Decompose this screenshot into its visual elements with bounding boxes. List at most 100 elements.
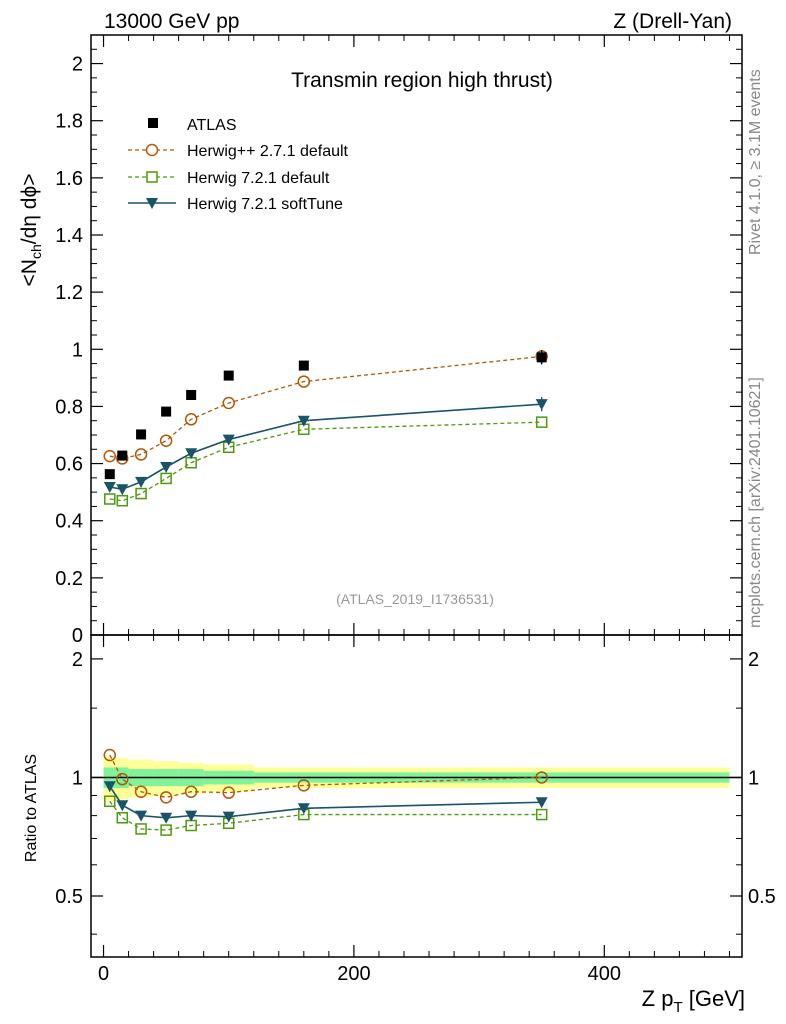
main-point-softtune-7 xyxy=(535,399,548,411)
ratio-point-herwig721-3 xyxy=(160,824,172,836)
ratio-y-axis-title: Ratio to ATLAS xyxy=(23,754,40,862)
main-point-softtune-0 xyxy=(103,482,116,493)
ratio-point-herwig721-7 xyxy=(535,808,548,821)
main-point-herwigpp-6 xyxy=(297,375,311,388)
header-left: 13000 GeV pp xyxy=(104,10,239,33)
main-point-herwig721-0 xyxy=(104,493,116,505)
ratio-point-herwig721-4 xyxy=(185,819,197,832)
ratio-point-herwigpp-7 xyxy=(535,771,548,784)
ratio-point-softtune-2 xyxy=(135,810,148,822)
main-point-herwig721-2 xyxy=(135,487,147,500)
main-point-softtune-4 xyxy=(185,448,198,460)
legend-marker-softtune xyxy=(146,198,158,209)
ratio-point-herwigpp-2 xyxy=(134,785,148,798)
main-point-atlas-1 xyxy=(117,450,128,461)
main-point-herwig721-1 xyxy=(116,494,129,507)
x-tick-label-1: 200 xyxy=(337,963,370,985)
ratio-point-softtune-3 xyxy=(160,812,173,824)
ratio-point-softtune-7 xyxy=(535,797,548,809)
ratio-point-softtune-5 xyxy=(222,811,235,823)
main-point-herwigpp-2 xyxy=(134,448,148,461)
ratio-point-herwigpp-5 xyxy=(222,786,235,799)
y-tick-label-9: 1.8 xyxy=(55,111,83,133)
legend-marker-herwigpp xyxy=(145,143,159,157)
x-tick-label-0: 0 xyxy=(98,963,109,985)
y-tick-label-4: 0.8 xyxy=(55,396,83,418)
ratio-point-softtune-0 xyxy=(103,781,116,793)
y-tick-label-6: 1.2 xyxy=(55,282,83,304)
legend-label-herwig721: Herwig 7.2.1 default xyxy=(187,170,330,187)
main-point-herwig721-7 xyxy=(535,416,548,428)
main-line-herwig721 xyxy=(109,421,542,502)
y-tick-label-10: 2 xyxy=(72,54,83,76)
y-tick-label-2: 0.4 xyxy=(55,511,83,533)
ratio-point-herwig721-1 xyxy=(116,812,129,824)
main-point-atlas-3 xyxy=(161,406,172,417)
main-point-atlas-4 xyxy=(186,390,197,400)
main-point-herwigpp-4 xyxy=(184,413,198,426)
ratio-point-herwigpp-0 xyxy=(103,748,117,762)
ratio-tick-label-right-0: 0.5 xyxy=(748,886,776,908)
main-point-atlas-2 xyxy=(136,429,147,440)
main-point-herwigpp-3 xyxy=(159,434,173,447)
ratio-tick-label-right-2: 2 xyxy=(748,649,759,671)
main-line-herwigpp xyxy=(109,355,542,460)
y-tick-label-5: 1 xyxy=(72,339,83,361)
legend-marker-herwig721 xyxy=(146,171,158,183)
x-tick-label-2: 400 xyxy=(588,963,621,985)
main-point-softtune-1 xyxy=(116,484,129,496)
legend-label-atlas: ATLAS xyxy=(187,117,237,134)
x-axis-title: Z pT [GeV] xyxy=(642,986,745,1016)
legend-label-softtune: Herwig 7.2.1 softTune xyxy=(187,196,343,213)
legend: ATLAS Herwig++ 2.7.1 default Herwig 7.2.… xyxy=(128,117,349,213)
legend-entry-herwig721: Herwig 7.2.1 default xyxy=(128,170,330,187)
y-axis-title: <Nch/dη dϕ> xyxy=(18,174,44,287)
main-point-softtune-3 xyxy=(160,462,173,473)
analysis-id-label: (ATLAS_2019_I1736531) xyxy=(336,591,494,607)
main-point-herwigpp-5 xyxy=(222,396,235,410)
ratio-point-herwig721-0 xyxy=(104,795,116,808)
ratio-tick-label-left-0: 0.5 xyxy=(55,886,83,908)
main-point-atlas-5 xyxy=(223,370,234,381)
legend-entry-softtune: Herwig 7.2.1 softTune xyxy=(128,196,343,213)
plot-title: Transmin region high thrust) xyxy=(291,69,553,92)
ratio-point-softtune-1 xyxy=(116,800,129,812)
ratio-panel-series xyxy=(103,748,548,836)
main-point-softtune-6 xyxy=(297,415,310,427)
rivet-version-label: Rivet 4.1.0, ≥ 3.1M events xyxy=(747,69,764,255)
main-point-softtune-5 xyxy=(222,434,235,446)
main-line-softtune xyxy=(109,403,542,491)
main-point-herwig721-3 xyxy=(160,472,172,485)
main-panel-series xyxy=(103,350,548,507)
y-tick-label-3: 0.6 xyxy=(55,454,83,476)
ratio-line-herwig721 xyxy=(109,800,542,831)
main-point-atlas-7 xyxy=(536,352,547,363)
main-point-atlas-6 xyxy=(298,360,309,371)
ratio-point-herwigpp-6 xyxy=(297,779,311,792)
main-point-atlas-0 xyxy=(104,469,115,480)
ratio-tick-label-right-1: 1 xyxy=(748,767,759,789)
main-point-herwigpp-0 xyxy=(103,449,117,463)
ratio-tick-label-left-1: 1 xyxy=(72,767,83,789)
ratio-point-herwigpp-3 xyxy=(159,791,173,804)
mcplots-reference-label: mcplots.cern.ch [arXiv:2401.10621] xyxy=(747,377,764,628)
ratio-point-herwigpp-4 xyxy=(184,785,198,798)
ratio-point-herwig721-2 xyxy=(135,823,147,835)
y-tick-label-8: 1.6 xyxy=(55,168,83,190)
y-tick-label-7: 1.4 xyxy=(55,225,83,247)
ratio-point-herwigpp-1 xyxy=(116,772,129,786)
ratio-line-softtune xyxy=(109,785,542,819)
y-tick-label-0: 0 xyxy=(72,625,83,647)
y-tick-label-1: 0.2 xyxy=(55,568,83,590)
ratio-line-herwigpp xyxy=(109,754,542,799)
legend-label-herwigpp: Herwig++ 2.7.1 default xyxy=(187,143,349,160)
legend-marker-atlas xyxy=(148,118,158,128)
ratio-point-softtune-4 xyxy=(185,810,198,822)
ratio-panel-frame xyxy=(90,634,743,958)
legend-entry-herwigpp: Herwig++ 2.7.1 default xyxy=(128,143,349,160)
header-right: Z (Drell-Yan) xyxy=(613,10,732,33)
legend-entry-atlas: ATLAS xyxy=(148,117,237,134)
ratio-tick-label-left-2: 2 xyxy=(72,649,83,671)
